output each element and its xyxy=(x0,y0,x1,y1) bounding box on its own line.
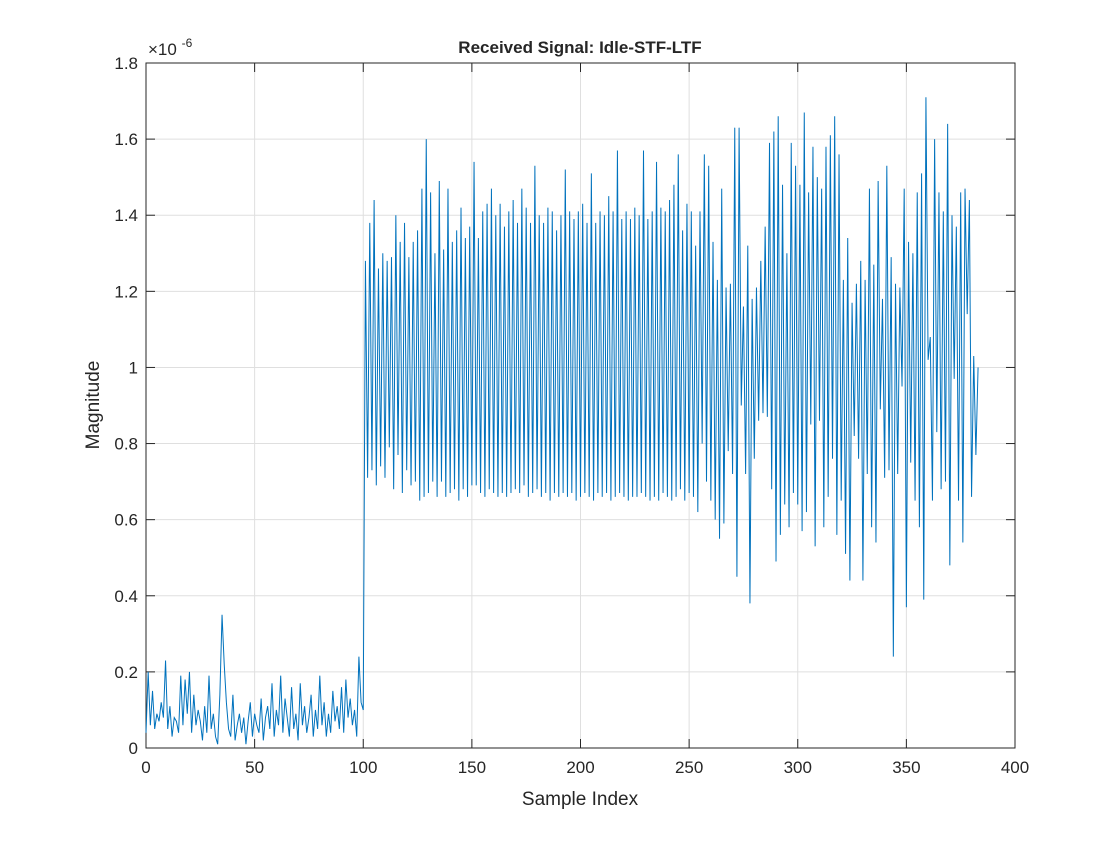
chart-title: Received Signal: Idle-STF-LTF xyxy=(458,38,701,57)
x-axis-label: Sample Index xyxy=(522,789,639,810)
y-axis-label: Magnitude xyxy=(83,361,104,450)
y-tick-label: 0.2 xyxy=(114,663,138,682)
series-line xyxy=(145,97,979,745)
x-tick-label: 400 xyxy=(1001,758,1029,777)
y-tick-labels: 0 0.2 0.4 0.6 0.8 1 1.2 1.4 1.6 1.8 xyxy=(114,54,138,758)
y-tick-label: 0.6 xyxy=(114,511,138,530)
y-tick-label: 1.4 xyxy=(114,206,138,225)
y-axis-multiplier-base: ×10 xyxy=(148,40,177,59)
y-tick-label: 1.6 xyxy=(114,130,138,149)
y-tick-label: 1.8 xyxy=(114,54,138,73)
y-tick-label: 0.8 xyxy=(114,435,138,454)
x-tick-label: 0 xyxy=(141,758,150,777)
y-axis-multiplier: ×10 -6 xyxy=(148,36,193,59)
y-tick-label: 1.2 xyxy=(114,282,138,301)
y-tick-label: 0 xyxy=(129,739,138,758)
y-axis-multiplier-exponent: -6 xyxy=(182,36,193,50)
y-tick-label: 1 xyxy=(129,358,138,377)
x-tick-labels: 0 50 100 150 200 250 300 350 400 xyxy=(141,758,1029,777)
grid-lines xyxy=(146,63,1015,748)
x-tick-label: 250 xyxy=(675,758,703,777)
y-tick-label: 0.4 xyxy=(114,587,138,606)
tick-marks xyxy=(145,62,1016,749)
x-tick-label: 50 xyxy=(245,758,264,777)
x-tick-label: 150 xyxy=(458,758,486,777)
x-tick-label: 100 xyxy=(349,758,377,777)
x-tick-label: 350 xyxy=(892,758,920,777)
x-tick-label: 200 xyxy=(566,758,594,777)
x-tick-label: 300 xyxy=(784,758,812,777)
